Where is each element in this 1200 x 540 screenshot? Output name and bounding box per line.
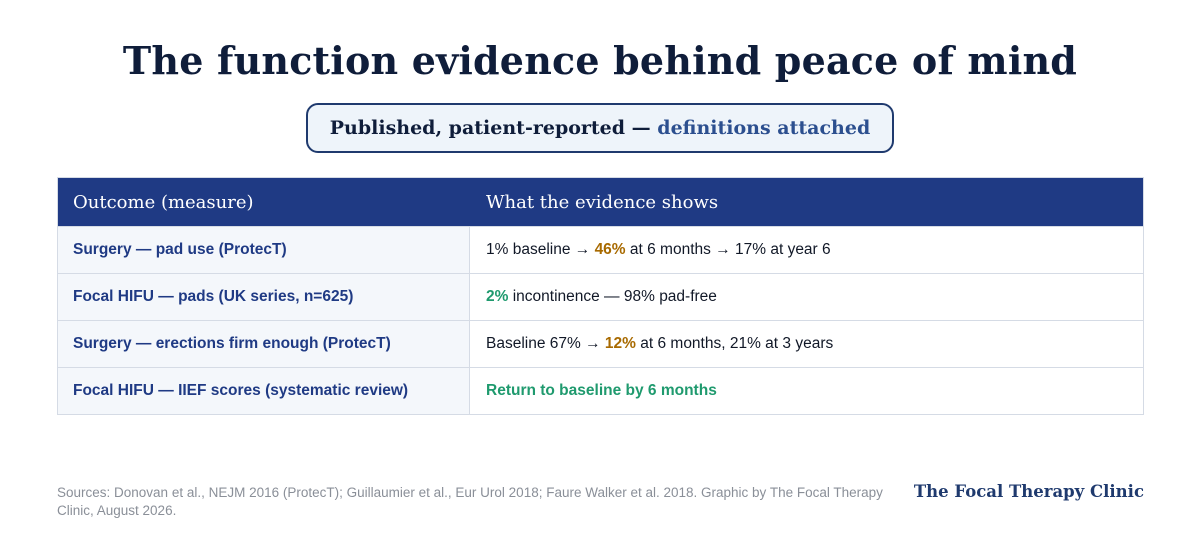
table-row: Surgery — erections firm enough (ProtecT… [58,320,1143,367]
table-header: Outcome (measure) What the evidence show… [58,178,1143,226]
evidence-cell: Return to baseline by 6 months [470,368,1143,414]
outcome-cell: Focal HIFU — pads (UK series, n=625) [58,274,470,320]
subtitle-badge: Published, patient-reported — definition… [305,103,895,153]
outcome-cell: Surgery — erections firm enough (ProtecT… [58,321,470,367]
evidence-highlight: Return to baseline by 6 months [486,382,717,399]
evidence-text-post: at 6 months, 21% at 3 years [635,335,834,352]
outcome-cell: Focal HIFU — IIEF scores (systematic rev… [58,368,470,414]
evidence-cell: 2% incontinence — 98% pad-free [470,274,1143,320]
header-outcome: Outcome (measure) [73,191,254,213]
subtitle-lead: Published, patient-reported — [329,117,658,139]
evidence-text-pre: 1% baseline → [486,241,595,258]
page-title: The function evidence behind peace of mi… [122,38,1078,83]
evidence-table: Outcome (measure) What the evidence show… [57,177,1144,415]
evidence-cell: 1% baseline → 46% at 6 months → 17% at y… [470,227,1143,273]
evidence-text-pre: Baseline 67% → [486,335,605,352]
evidence-highlight: 2% [486,288,509,305]
sources-note: Sources: Donovan et al., NEJM 2016 (Prot… [57,485,883,518]
subtitle-accent: definitions attached [657,117,871,139]
evidence-text-post: incontinence — 98% pad-free [508,288,717,305]
header-evidence: What the evidence shows [486,191,719,213]
evidence-text-post: at 6 months → 17% at year 6 [625,241,831,258]
evidence-cell: Baseline 67% → 12% at 6 months, 21% at 3… [470,321,1143,367]
table-row: Focal HIFU — IIEF scores (systematic rev… [58,367,1143,414]
outcome-cell: Surgery — pad use (ProtecT) [58,227,470,273]
brand-name: The Focal Therapy Clinic [913,482,1144,501]
evidence-highlight: 12% [604,335,636,352]
subtitle-container: Published, patient-reported — definition… [0,103,1200,153]
table-row: Focal HIFU — pads (UK series, n=625) 2% … [58,273,1143,320]
evidence-highlight: 46% [594,241,626,258]
table-row: Surgery — pad use (ProtecT) 1% baseline … [58,226,1143,273]
